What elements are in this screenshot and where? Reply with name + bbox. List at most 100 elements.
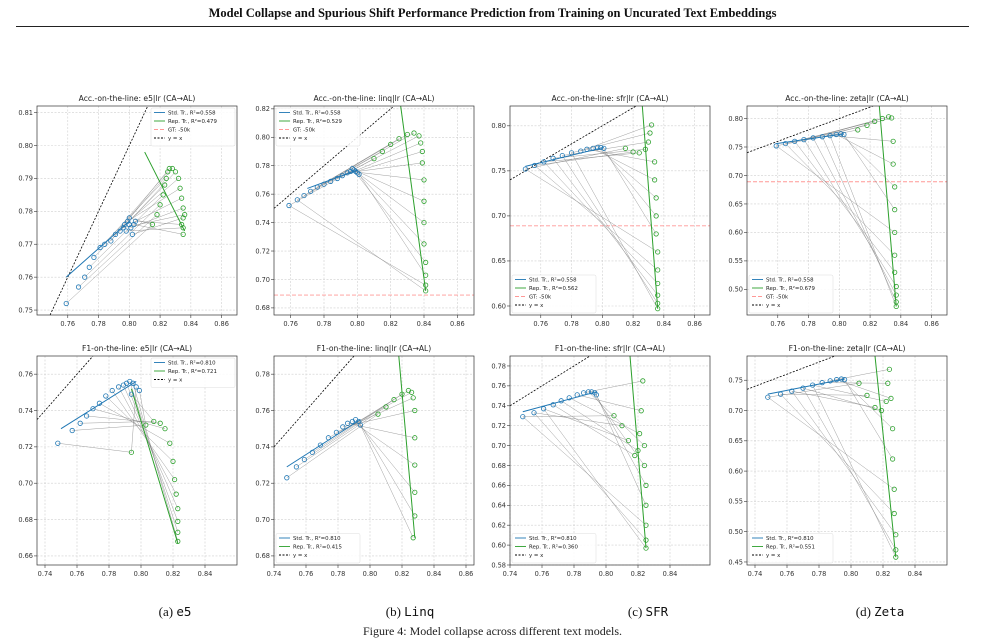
std-point: [293, 464, 300, 470]
connector-line: [822, 382, 888, 384]
x-tick-label: 0.80: [350, 320, 365, 328]
y-tick-label: 0.70: [18, 480, 33, 488]
std-point: [601, 145, 607, 151]
chart-panel-4: Acc.-on-the-line: zeta|lr (CA→AL) 0.76 0.7…: [728, 94, 948, 328]
connector-line: [355, 419, 415, 493]
std-point: [334, 175, 340, 182]
chart-panel-5: F1-on-the-line: e5|lr (CA→AL) 0.74 0.76 0.7…: [18, 344, 238, 578]
legend-label: Rep. Tr., R²=0.679: [766, 285, 815, 292]
connector-line: [105, 395, 174, 462]
rep-point: [643, 545, 649, 551]
connector-line: [355, 171, 425, 223]
std-point: [55, 440, 61, 446]
rep-point: [652, 177, 658, 183]
y-tick-label: 0.80: [255, 134, 270, 142]
std-point: [97, 244, 103, 251]
std-point: [125, 218, 131, 224]
y-tick-label: 0.60: [491, 541, 506, 549]
x-tick-label: 0.74: [748, 570, 763, 578]
rep-point: [162, 182, 168, 188]
connector-line: [133, 224, 184, 235]
rep-point: [412, 513, 418, 519]
rep-point: [891, 510, 897, 517]
rep-fit-line: [144, 151, 186, 232]
legend-label: y = x: [529, 553, 544, 559]
rep-point: [421, 198, 427, 204]
std-point: [308, 188, 314, 194]
y-equals-x-line: [747, 356, 836, 390]
y-tick-label: 0.60: [728, 229, 743, 237]
rep-point: [149, 221, 155, 228]
x-tick-label: 0.76: [283, 320, 298, 328]
chart-title: Acc.-on-the-line: sfr|lr (CA→AL): [552, 94, 669, 103]
rep-point: [421, 177, 427, 183]
connector-line: [836, 379, 892, 399]
connector-line: [350, 171, 425, 181]
rep-point: [655, 292, 661, 298]
x-tick-label: 0.80: [844, 570, 859, 578]
rep-point: [893, 283, 899, 290]
std-point: [827, 133, 833, 139]
rep-point: [396, 136, 402, 142]
legend-label: Rep. Tr., R²=0.529: [293, 118, 342, 125]
rep-point: [883, 398, 889, 405]
caption-b: (b) Linq: [310, 604, 510, 620]
std-point: [532, 162, 538, 169]
x-tick-label: 0.80: [122, 320, 137, 328]
rep-fit-line: [878, 106, 897, 307]
std-point: [77, 420, 83, 426]
x-tick-label: 0.82: [395, 570, 410, 578]
x-tick-label: 0.78: [91, 320, 106, 328]
y-tick-label: 0.79: [18, 175, 33, 183]
std-point: [345, 420, 351, 426]
y-tick-label: 0.62: [491, 521, 506, 529]
std-point: [82, 274, 88, 280]
rep-point: [180, 231, 186, 237]
connector-line: [543, 152, 640, 163]
connector-line: [360, 424, 414, 538]
y-tick-label: 0.75: [728, 377, 743, 385]
rep-point: [179, 221, 185, 228]
legend-label: Std. Tr., R²=0.810: [766, 535, 814, 542]
connector-line: [303, 144, 391, 196]
rep-point: [165, 169, 171, 175]
connector-line: [131, 394, 154, 422]
rep-point: [893, 303, 899, 310]
connector-line: [552, 158, 658, 296]
x-tick-label: 0.86: [450, 320, 465, 328]
connector-line: [829, 135, 897, 307]
rep-point: [643, 482, 649, 488]
std-point: [128, 225, 134, 231]
legend-label: Rep. Tr., R²=0.479: [168, 118, 217, 125]
rep-point: [423, 288, 429, 294]
std-point: [531, 410, 537, 416]
rep-point: [175, 175, 182, 182]
std-point: [63, 300, 69, 307]
rep-point: [655, 249, 661, 255]
connector-line: [577, 394, 642, 411]
connector-line: [288, 205, 426, 286]
rep-point: [379, 148, 385, 155]
rep-point: [383, 404, 389, 410]
rep-point: [175, 529, 181, 535]
x-tick-label: 0.76: [299, 570, 314, 578]
x-tick-label: 0.82: [626, 320, 641, 328]
std-point: [819, 134, 825, 140]
rep-point: [641, 442, 647, 449]
rep-point: [879, 115, 885, 122]
rep-point: [643, 502, 649, 508]
chart-title: Acc.-on-the-line: linq|lr (CA→AL): [313, 94, 434, 103]
rep-point: [638, 408, 644, 414]
rep-point: [892, 269, 898, 275]
x-tick-label: 0.74: [503, 570, 518, 578]
y-tick-label: 0.82: [255, 105, 270, 113]
rep-point: [886, 366, 892, 372]
y-tick-label: 0.66: [18, 552, 33, 560]
caption-b-letter: (b): [385, 604, 405, 619]
connector-line: [525, 168, 658, 253]
std-point: [810, 135, 816, 141]
std-point: [581, 390, 587, 396]
std-point: [550, 402, 556, 408]
y-tick-label: 0.74: [491, 402, 506, 410]
